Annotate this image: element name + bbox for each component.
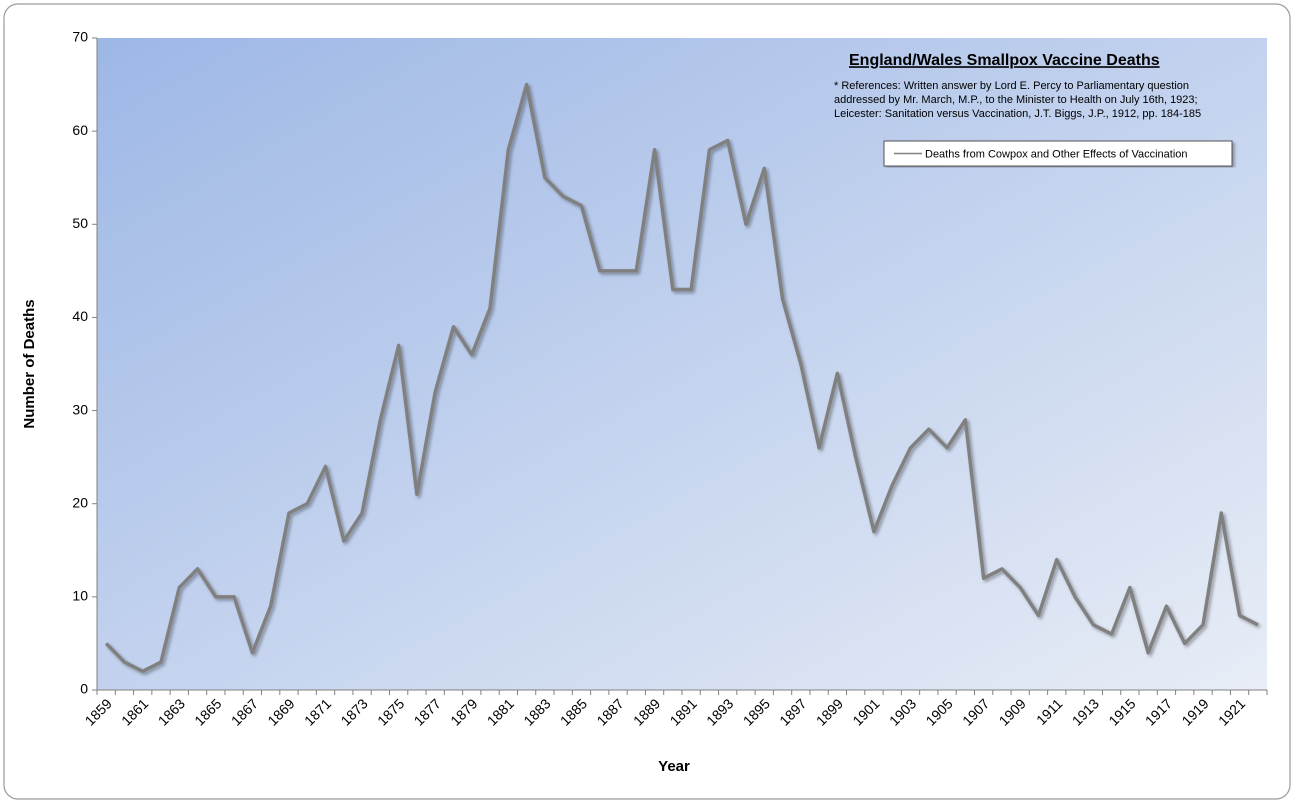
legend-box <box>883 140 1233 167</box>
annotation: Leicester: Sanitation versus Vaccination… <box>834 108 1201 120</box>
data-line <box>104 82 1259 674</box>
legend-label: Deaths from Cowpox and Other Effects of … <box>925 148 1188 160</box>
annotation: addressed by Mr. March, M.P., to the Min… <box>834 94 1198 106</box>
annotation: * References: Written answer by Lord E. … <box>834 80 1189 92</box>
y-tick-label: 70 <box>72 29 88 45</box>
chart-title: England/Wales Smallpox Vaccine Deaths <box>849 52 1160 69</box>
y-axis-title: Number of Deaths <box>21 299 38 428</box>
y-tick-label: 10 <box>72 588 88 604</box>
y-tick-label: 60 <box>72 122 88 138</box>
y-tick-label: 40 <box>72 308 88 324</box>
y-tick-label: 30 <box>72 401 88 417</box>
y-tick-label: 20 <box>72 494 88 510</box>
x-axis-title: Year <box>658 758 690 775</box>
y-tick-label: 50 <box>72 215 88 231</box>
y-tick-label: 0 <box>80 681 88 697</box>
